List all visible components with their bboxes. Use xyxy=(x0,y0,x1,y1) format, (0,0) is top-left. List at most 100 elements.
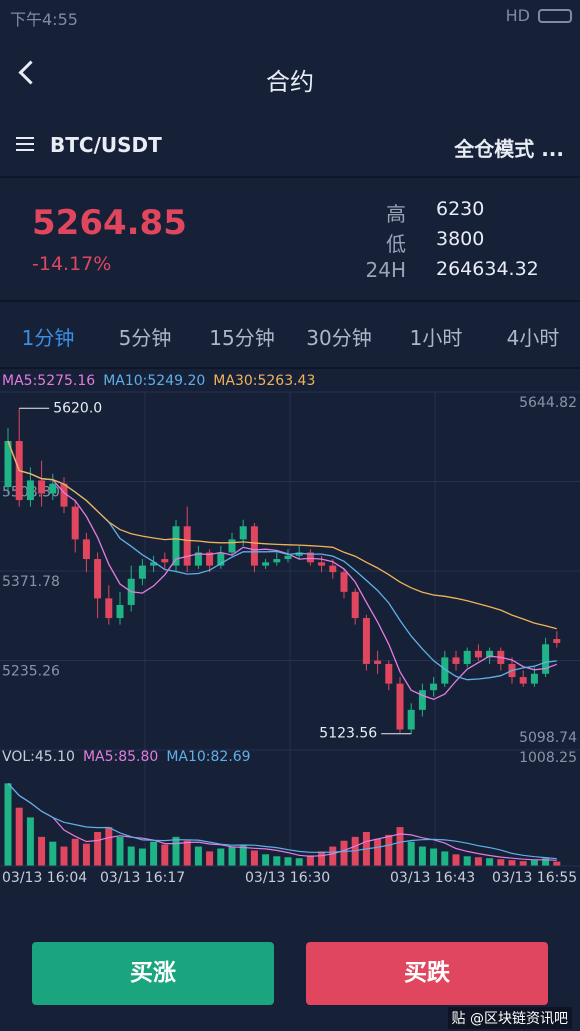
volume-bar xyxy=(194,846,202,866)
volume-bar xyxy=(38,836,46,866)
price-change: -14.17% xyxy=(32,253,112,275)
status-network: HD xyxy=(505,6,530,25)
candle-body xyxy=(329,565,337,573)
candle-body xyxy=(486,650,494,658)
x-tick-label: 03/13 16:55 xyxy=(492,870,577,886)
candle-body xyxy=(306,552,314,563)
volume-bar xyxy=(105,827,113,866)
divider xyxy=(0,176,580,178)
pair-symbol[interactable]: BTC/USDT xyxy=(50,133,162,157)
volume-bar xyxy=(407,841,415,866)
volume-bar xyxy=(474,857,482,866)
vol-legend: MA10:82.69 xyxy=(166,749,250,765)
volume-bar xyxy=(94,831,102,866)
interval-tab[interactable]: 5分钟 xyxy=(118,326,172,350)
volume-bar xyxy=(26,817,34,866)
candle-body xyxy=(362,618,370,664)
volume-bar xyxy=(150,841,158,866)
candle-body xyxy=(82,539,90,560)
divider xyxy=(0,367,580,369)
stat-value: 3800 xyxy=(436,228,485,250)
volume-bar xyxy=(374,838,382,866)
volume-bar xyxy=(82,843,90,866)
volume-bar xyxy=(486,858,494,866)
candle-body xyxy=(273,559,281,563)
candle-body xyxy=(228,539,236,553)
volume-bar xyxy=(239,844,247,866)
y-tick-label: 5371.78 xyxy=(2,574,60,590)
candle-body xyxy=(407,709,415,730)
stat-value: 6230 xyxy=(436,198,485,220)
y-tick-label: 5098.74 xyxy=(519,730,577,746)
x-tick-label: 03/13 16:17 xyxy=(100,870,185,886)
buy-long-button[interactable]: 买涨 xyxy=(32,942,274,1005)
candle-body xyxy=(396,683,404,730)
volume-bar xyxy=(385,834,393,866)
stat-label: 24H xyxy=(365,258,407,282)
margin-mode[interactable]: 全仓模式 ... xyxy=(454,137,564,161)
candle-body xyxy=(250,526,258,566)
ma-line xyxy=(7,440,557,630)
ma-legend: MA10:5249.20 xyxy=(103,373,205,389)
candle-body xyxy=(138,565,146,579)
x-tick-label: 03/13 16:30 xyxy=(245,870,330,886)
candle-body xyxy=(94,559,102,599)
menu-icon[interactable] xyxy=(16,137,34,151)
candle-body xyxy=(385,663,393,684)
volume-bar xyxy=(183,840,191,866)
candle-body xyxy=(351,591,359,619)
x-tick-label: 03/13 16:43 xyxy=(390,870,475,886)
candle-body xyxy=(463,650,471,664)
interval-tab[interactable]: 30分钟 xyxy=(306,326,372,350)
volume-bar xyxy=(306,855,314,866)
candle-body xyxy=(418,690,426,710)
volume-bar xyxy=(49,841,57,866)
ma-line xyxy=(7,440,557,681)
stat-value: 264634.32 xyxy=(436,258,539,280)
volume-bar xyxy=(217,848,225,866)
y-tick-label: 5235.26 xyxy=(2,664,60,680)
watermark: 贴 @区块链资讯吧 xyxy=(447,1007,572,1029)
candle-body xyxy=(441,657,449,684)
volume-bar xyxy=(340,840,348,866)
candle-body xyxy=(172,526,180,566)
candle-body xyxy=(150,562,158,566)
candle-body xyxy=(340,572,348,592)
x-tick-label: 03/13 16:04 xyxy=(2,870,87,886)
vol-legend: VOL:45.10 xyxy=(2,749,75,765)
status-bar: 下午4:55 HD xyxy=(0,0,580,32)
volume-bar xyxy=(441,851,449,866)
candle-body xyxy=(519,677,527,684)
ma-line xyxy=(7,440,558,701)
interval-tab[interactable]: 15分钟 xyxy=(209,326,275,350)
volume-bar xyxy=(116,836,124,866)
candle-body xyxy=(239,526,247,540)
volume-bar xyxy=(284,857,292,866)
last-price: 5264.85 xyxy=(32,203,187,243)
volume-bar xyxy=(553,861,561,866)
interval-tab[interactable]: 1小时 xyxy=(409,326,463,350)
pair-row: BTC/USDT 全仓模式 ... xyxy=(0,128,580,164)
volume-bar xyxy=(273,856,281,866)
kline-chart: 5098.745235.265371.785508.305644.82MA5:5… xyxy=(0,373,580,886)
interval-tab[interactable]: 1分钟 xyxy=(21,326,75,350)
candle-body xyxy=(217,552,225,566)
buy-short-button[interactable]: 买跌 xyxy=(306,942,548,1005)
volume-bar xyxy=(161,844,169,866)
vol-ma-line xyxy=(7,782,557,861)
interval-tab[interactable]: 4小时 xyxy=(506,326,560,350)
candle-body xyxy=(284,555,292,560)
candle-body xyxy=(71,506,79,540)
battery-icon xyxy=(538,9,572,23)
candle-body xyxy=(542,644,550,674)
volume-bar xyxy=(351,836,359,866)
volume-bar xyxy=(172,836,180,866)
candle-body xyxy=(4,441,12,487)
volume-bar xyxy=(318,851,326,866)
volume-bar xyxy=(418,846,426,866)
volume-bar xyxy=(530,860,538,866)
volume-bar xyxy=(519,861,527,866)
candle-body xyxy=(374,660,382,664)
vol-legend: MA5:85.80 xyxy=(83,749,158,765)
